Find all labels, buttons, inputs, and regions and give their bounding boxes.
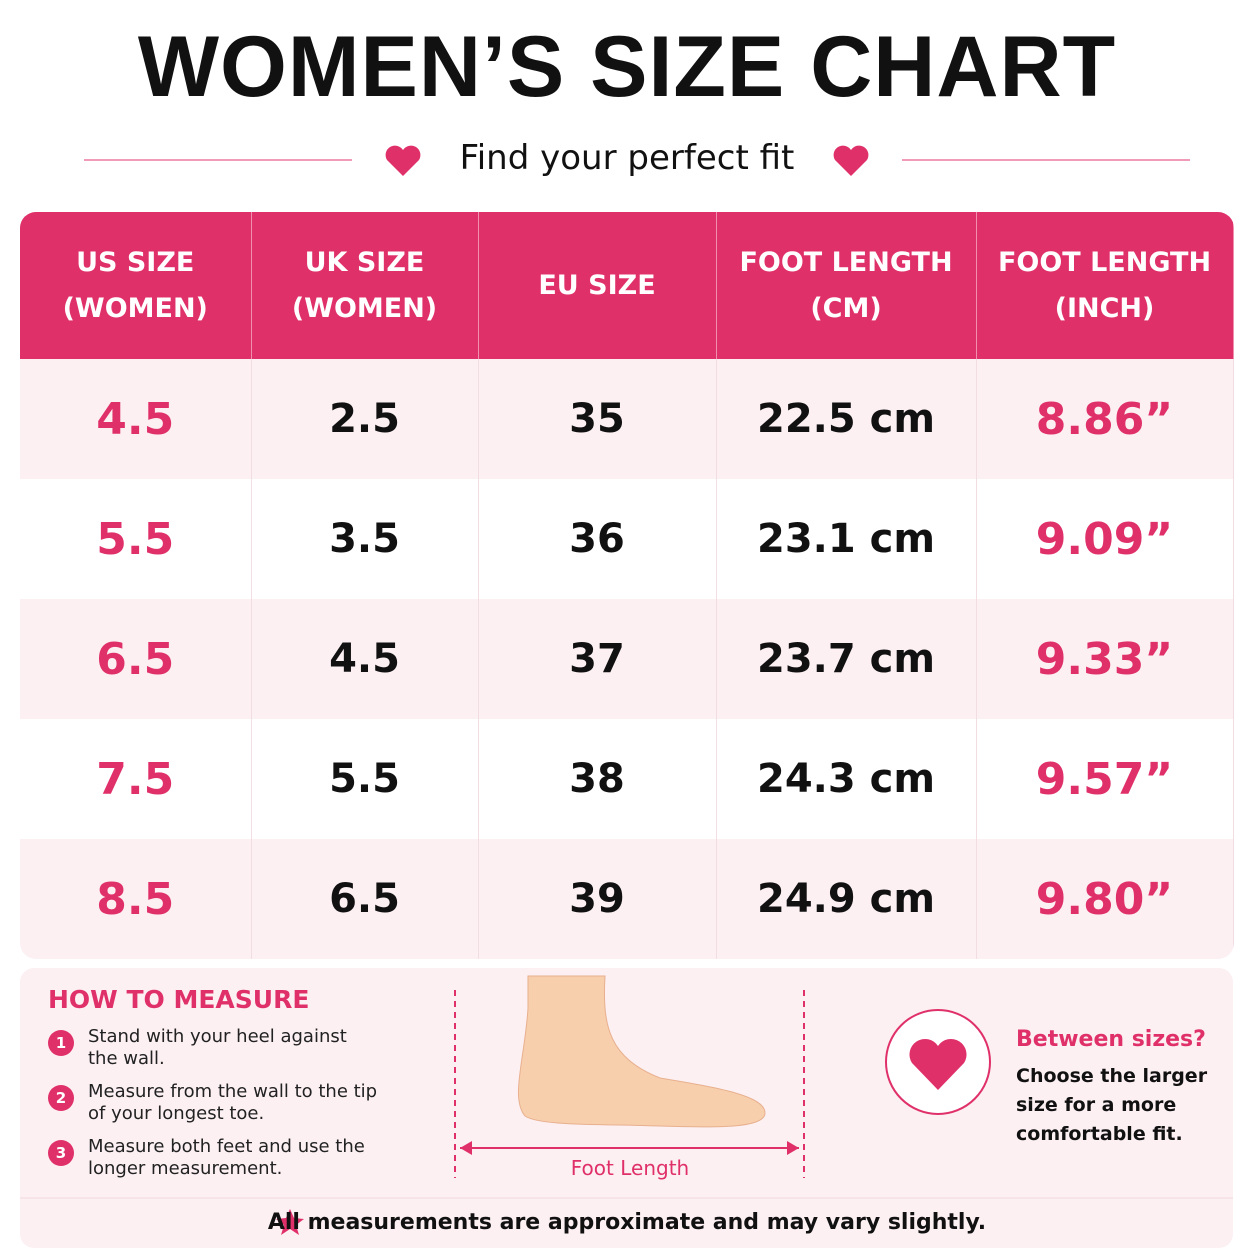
size-table: US SIZE (WOMEN) UK SIZE (WOMEN) EU SIZE FOOT … xyxy=(20,212,1234,959)
header-line: EU SIZE xyxy=(538,269,656,301)
table-cell: 5.5 xyxy=(20,479,252,599)
table-cell: 8.5 xyxy=(20,839,252,959)
panel-graphics xyxy=(20,975,1233,1235)
table-cell: 7.5 xyxy=(20,719,252,839)
table-cell: 8.86” xyxy=(976,359,1234,479)
header-line: (CM) xyxy=(810,292,882,324)
header-line: (WOMEN) xyxy=(62,292,208,324)
step: 2 Measure from the wall to the tip of you… xyxy=(48,1081,378,1125)
column-header: EU SIZE xyxy=(478,212,717,359)
column-header: FOOT LENGTH (INCH) xyxy=(976,212,1234,359)
table-cell: 4.5 xyxy=(251,599,479,719)
table-cell: 37 xyxy=(478,599,717,719)
table-cell: 38 xyxy=(478,719,717,839)
title: WOMEN’S SIZE CHART xyxy=(137,19,1117,115)
table-cell: 23.1 cm xyxy=(716,479,977,599)
step-number: 2 xyxy=(48,1085,74,1111)
table-cell: 2.5 xyxy=(251,359,479,479)
step-text: Stand with your heel against the wall. xyxy=(88,1026,347,1069)
table-cell: 6.5 xyxy=(20,599,252,719)
table-row: 6.5 4.5 37 23.7 cm 9.33” xyxy=(20,599,1234,719)
measure-title: HOW TO MEASURE xyxy=(48,985,310,1014)
table-row: 7.5 5.5 38 24.3 cm 9.57” xyxy=(20,719,1234,839)
step-text: Measure from the wall to the tip of your… xyxy=(88,1081,378,1124)
column-header: FOOT LENGTH (CM) xyxy=(716,212,977,359)
footer-note: All measurements are approximate and may… xyxy=(267,1210,987,1235)
column-header: US SIZE (WOMEN) xyxy=(20,212,252,359)
column-header: UK SIZE (WOMEN) xyxy=(251,212,479,359)
header-line: FOOT LENGTH xyxy=(739,246,953,278)
header-line: (INCH) xyxy=(1054,292,1155,324)
tip-text: Choose the larger size for a more comfor… xyxy=(1016,1065,1208,1145)
step: 1 Stand with your heel against the wall. xyxy=(48,1026,378,1070)
table-cell: 9.33” xyxy=(976,599,1234,719)
header-line: (WOMEN) xyxy=(291,292,438,324)
table-cell: 3.5 xyxy=(251,479,479,599)
table-cell: 22.5 cm xyxy=(716,359,977,479)
header-line: US SIZE xyxy=(76,246,195,278)
subtitle: Find your perfect fit xyxy=(459,138,795,178)
subtitle-decor xyxy=(84,145,1190,176)
table-row: 5.5 3.5 36 23.1 cm 9.09” xyxy=(20,479,1234,599)
step-number: 1 xyxy=(48,1030,74,1056)
foot-length-label: Foot Length xyxy=(570,1156,690,1180)
step: 3 Measure both feet and use the longer me… xyxy=(48,1136,378,1180)
table-cell: 35 xyxy=(478,359,717,479)
header-line: FOOT LENGTH xyxy=(997,246,1212,278)
step-text: Measure both feet and use the longer mea… xyxy=(88,1136,365,1179)
table-cell: 23.7 cm xyxy=(716,599,977,719)
table-cell: 9.57” xyxy=(976,719,1234,839)
table-cell: 6.5 xyxy=(251,839,479,959)
table-cell: 24.3 cm xyxy=(716,719,977,839)
table-cell: 4.5 xyxy=(20,359,252,479)
step-number: 3 xyxy=(48,1140,74,1166)
table-cell: 9.09” xyxy=(976,479,1234,599)
table-cell: 5.5 xyxy=(251,719,479,839)
tip-title: Between sizes? xyxy=(1016,1027,1206,1052)
table-cell: 9.80” xyxy=(976,839,1234,959)
header-line: UK SIZE xyxy=(304,246,425,278)
table-row: 4.5 2.5 35 22.5 cm 8.86” xyxy=(20,359,1234,479)
table-cell: 36 xyxy=(478,479,717,599)
table-row: 8.5 6.5 39 24.9 cm 9.80” xyxy=(20,839,1234,959)
table-cell: 39 xyxy=(478,839,717,959)
table-cell: 24.9 cm xyxy=(716,839,977,959)
